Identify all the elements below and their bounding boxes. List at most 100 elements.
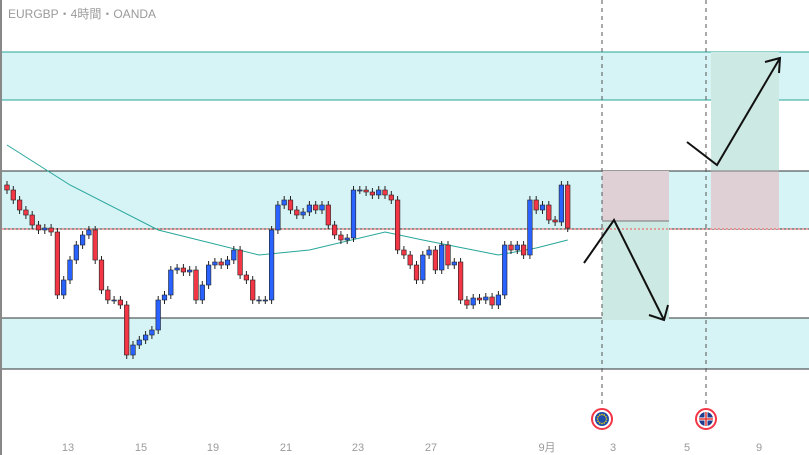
candle-body [111,299,117,302]
candle [105,286,111,304]
candle [451,258,457,269]
candle-body [143,334,149,341]
candle-body [124,304,130,356]
sr-zone [2,52,809,100]
candle [124,301,130,359]
candle-body [23,209,29,216]
flag-star [598,422,601,424]
uk-flag-icon[interactable] [695,408,717,430]
candle [80,231,86,249]
arrowhead [764,56,782,74]
candle [363,186,369,196]
candle-body [439,244,445,271]
candle-body [533,199,539,211]
candle-body [502,244,508,296]
candle-body [489,296,495,306]
candle [376,186,382,199]
candle-body [432,249,439,271]
candle-body [331,224,338,236]
candle-body [73,244,79,261]
candle [558,181,564,226]
candle [388,191,394,204]
candle-body [445,244,451,266]
candle [287,196,294,214]
flag-cross [699,412,713,426]
candle-body [168,269,174,296]
eu-flag-icon[interactable] [591,408,613,430]
candle [155,296,161,334]
flag-star [601,413,603,416]
candle-body [117,299,123,306]
candle-body [237,249,243,276]
flag-star [605,420,607,423]
candle-body [483,296,489,301]
candle [413,261,420,284]
candle [319,201,325,214]
candle-body [470,297,476,306]
candle-body [256,299,262,302]
candle [168,266,174,299]
candle-body [35,224,42,231]
candle [161,291,168,304]
candle [457,258,464,304]
sr-zone [2,318,809,369]
candle-body [17,199,23,211]
candle-body [357,189,363,192]
candle-body [199,284,205,301]
candle-body [520,244,527,256]
candle [98,256,105,294]
candle-body [363,189,369,193]
candle [136,336,142,349]
candle [187,266,193,276]
x-axis-label: 27 [425,442,437,454]
take-profit-box [711,52,779,171]
candle [29,211,35,229]
candle [294,206,300,219]
candle [470,294,476,309]
candle [514,241,520,254]
candle [357,186,363,194]
candle [130,341,136,359]
x-axis-label: 13 [62,442,74,454]
candle [313,201,319,214]
candle [174,264,180,274]
candle [111,296,117,304]
sr-zone [2,171,809,229]
candle [48,224,54,236]
candle-body [250,279,256,301]
candle-body [187,269,193,273]
candle-body [514,244,520,251]
candle [306,201,313,216]
candle-body [4,184,10,191]
candle-body [61,279,67,296]
candle-body [92,229,98,261]
candle-body [287,199,294,211]
candle-body [407,254,413,266]
flag-star [605,415,607,418]
stop-loss-box [711,171,779,229]
candle-body [539,204,546,211]
x-axis-label: 21 [280,442,292,454]
candle [350,186,357,242]
candle [369,188,376,199]
candle [439,241,445,274]
candle [527,196,533,259]
candle [149,326,155,339]
candle [17,196,23,214]
candle-body [218,261,224,266]
candle [502,241,508,299]
candle [338,231,344,244]
candle [275,201,281,234]
candle-body [382,189,388,196]
candle [10,186,16,204]
candle-body [558,184,564,223]
candle [476,294,483,304]
candle [73,241,79,264]
candle-body [394,199,401,251]
symbol-title: EURGBP・4時間・OANDA [8,7,157,21]
candle [552,216,558,226]
candle [193,266,199,304]
candle-body [161,294,168,301]
